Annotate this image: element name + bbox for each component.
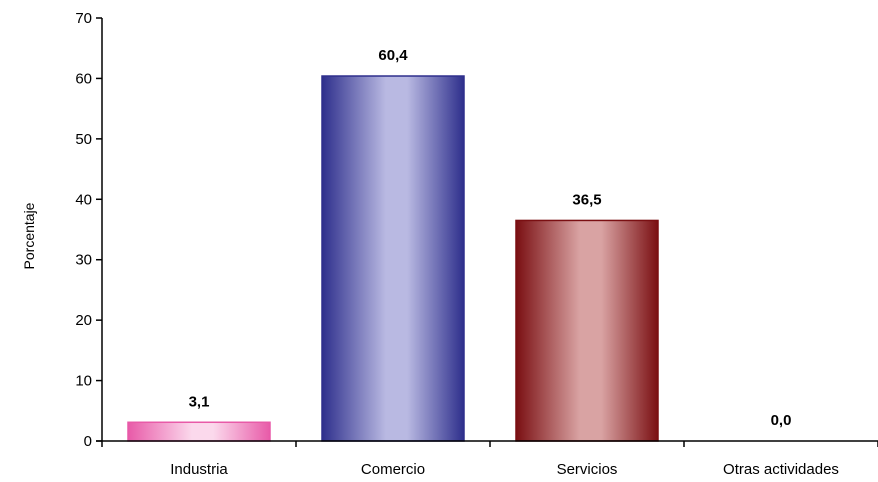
data-label: 60,4 — [378, 47, 408, 64]
y-tick-label: 50 — [75, 131, 92, 148]
y-tick-label: 30 — [75, 252, 92, 269]
bar-servicios — [515, 219, 659, 442]
y-tick-label: 10 — [75, 373, 92, 390]
data-label: 36,5 — [572, 191, 601, 208]
y-axis-title: Porcentaje — [21, 202, 37, 269]
y-tick-label: 70 — [75, 10, 92, 27]
x-category-label: Industria — [170, 461, 228, 478]
data-label: 3,1 — [189, 393, 210, 410]
y-axis-ticks: 0 10 20 30 40 50 60 70 — [75, 10, 102, 450]
bars-group — [127, 75, 659, 442]
x-category-label: Comercio — [361, 461, 425, 478]
y-tick-label: 60 — [75, 70, 92, 87]
data-labels-group: 3,1 60,4 36,5 0,0 — [189, 47, 792, 429]
x-axis-ticks — [101, 441, 878, 447]
y-tick-label: 40 — [75, 191, 92, 208]
bar-comercio — [321, 75, 465, 442]
bar-industria — [127, 421, 271, 442]
x-category-label: Servicios — [557, 461, 618, 478]
x-category-label: Otras actividades — [723, 461, 839, 478]
y-tick-label: 0 — [84, 433, 92, 450]
y-tick-label: 20 — [75, 312, 92, 329]
data-label: 0,0 — [771, 412, 792, 429]
x-axis-labels: Industria Comercio Servicios Otras activida… — [170, 461, 839, 478]
